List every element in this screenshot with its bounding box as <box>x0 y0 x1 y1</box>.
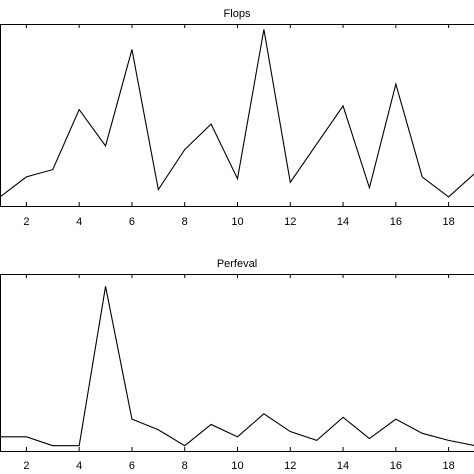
x-tick-label: 14 <box>337 216 349 228</box>
x-tick-label: 16 <box>390 216 402 228</box>
chart-title: Flops <box>224 8 251 20</box>
x-tick-label: 2 <box>23 460 29 472</box>
x-tick-label: 6 <box>129 216 135 228</box>
x-tick-label: 2 <box>23 216 29 228</box>
x-tick-label: 12 <box>284 216 296 228</box>
x-tick-label: 4 <box>76 460 82 472</box>
x-tick-label: 16 <box>390 460 402 472</box>
chart-panel-1: Flops 2 4 6 8 10 12 14 16 18 <box>0 8 474 228</box>
chart-title: Perfeval <box>217 258 257 270</box>
x-tick-label: 18 <box>442 460 454 472</box>
axes-frame <box>0 274 474 452</box>
x-tick-label: 18 <box>442 216 454 228</box>
series-line-1 <box>0 29 474 198</box>
x-tick-label: 6 <box>129 460 135 472</box>
x-tick-label: 10 <box>231 216 243 228</box>
x-tick-label: 10 <box>231 460 243 472</box>
series-line-1 <box>0 286 474 447</box>
x-tick-label: 12 <box>284 460 296 472</box>
x-tick-label: 14 <box>337 460 349 472</box>
x-tick-label: 4 <box>76 216 82 228</box>
chart-panel-2: Perfeval 2 4 6 8 10 12 14 16 18 <box>0 258 474 472</box>
x-tick-label: 8 <box>182 460 188 472</box>
x-tick-label: 8 <box>182 216 188 228</box>
